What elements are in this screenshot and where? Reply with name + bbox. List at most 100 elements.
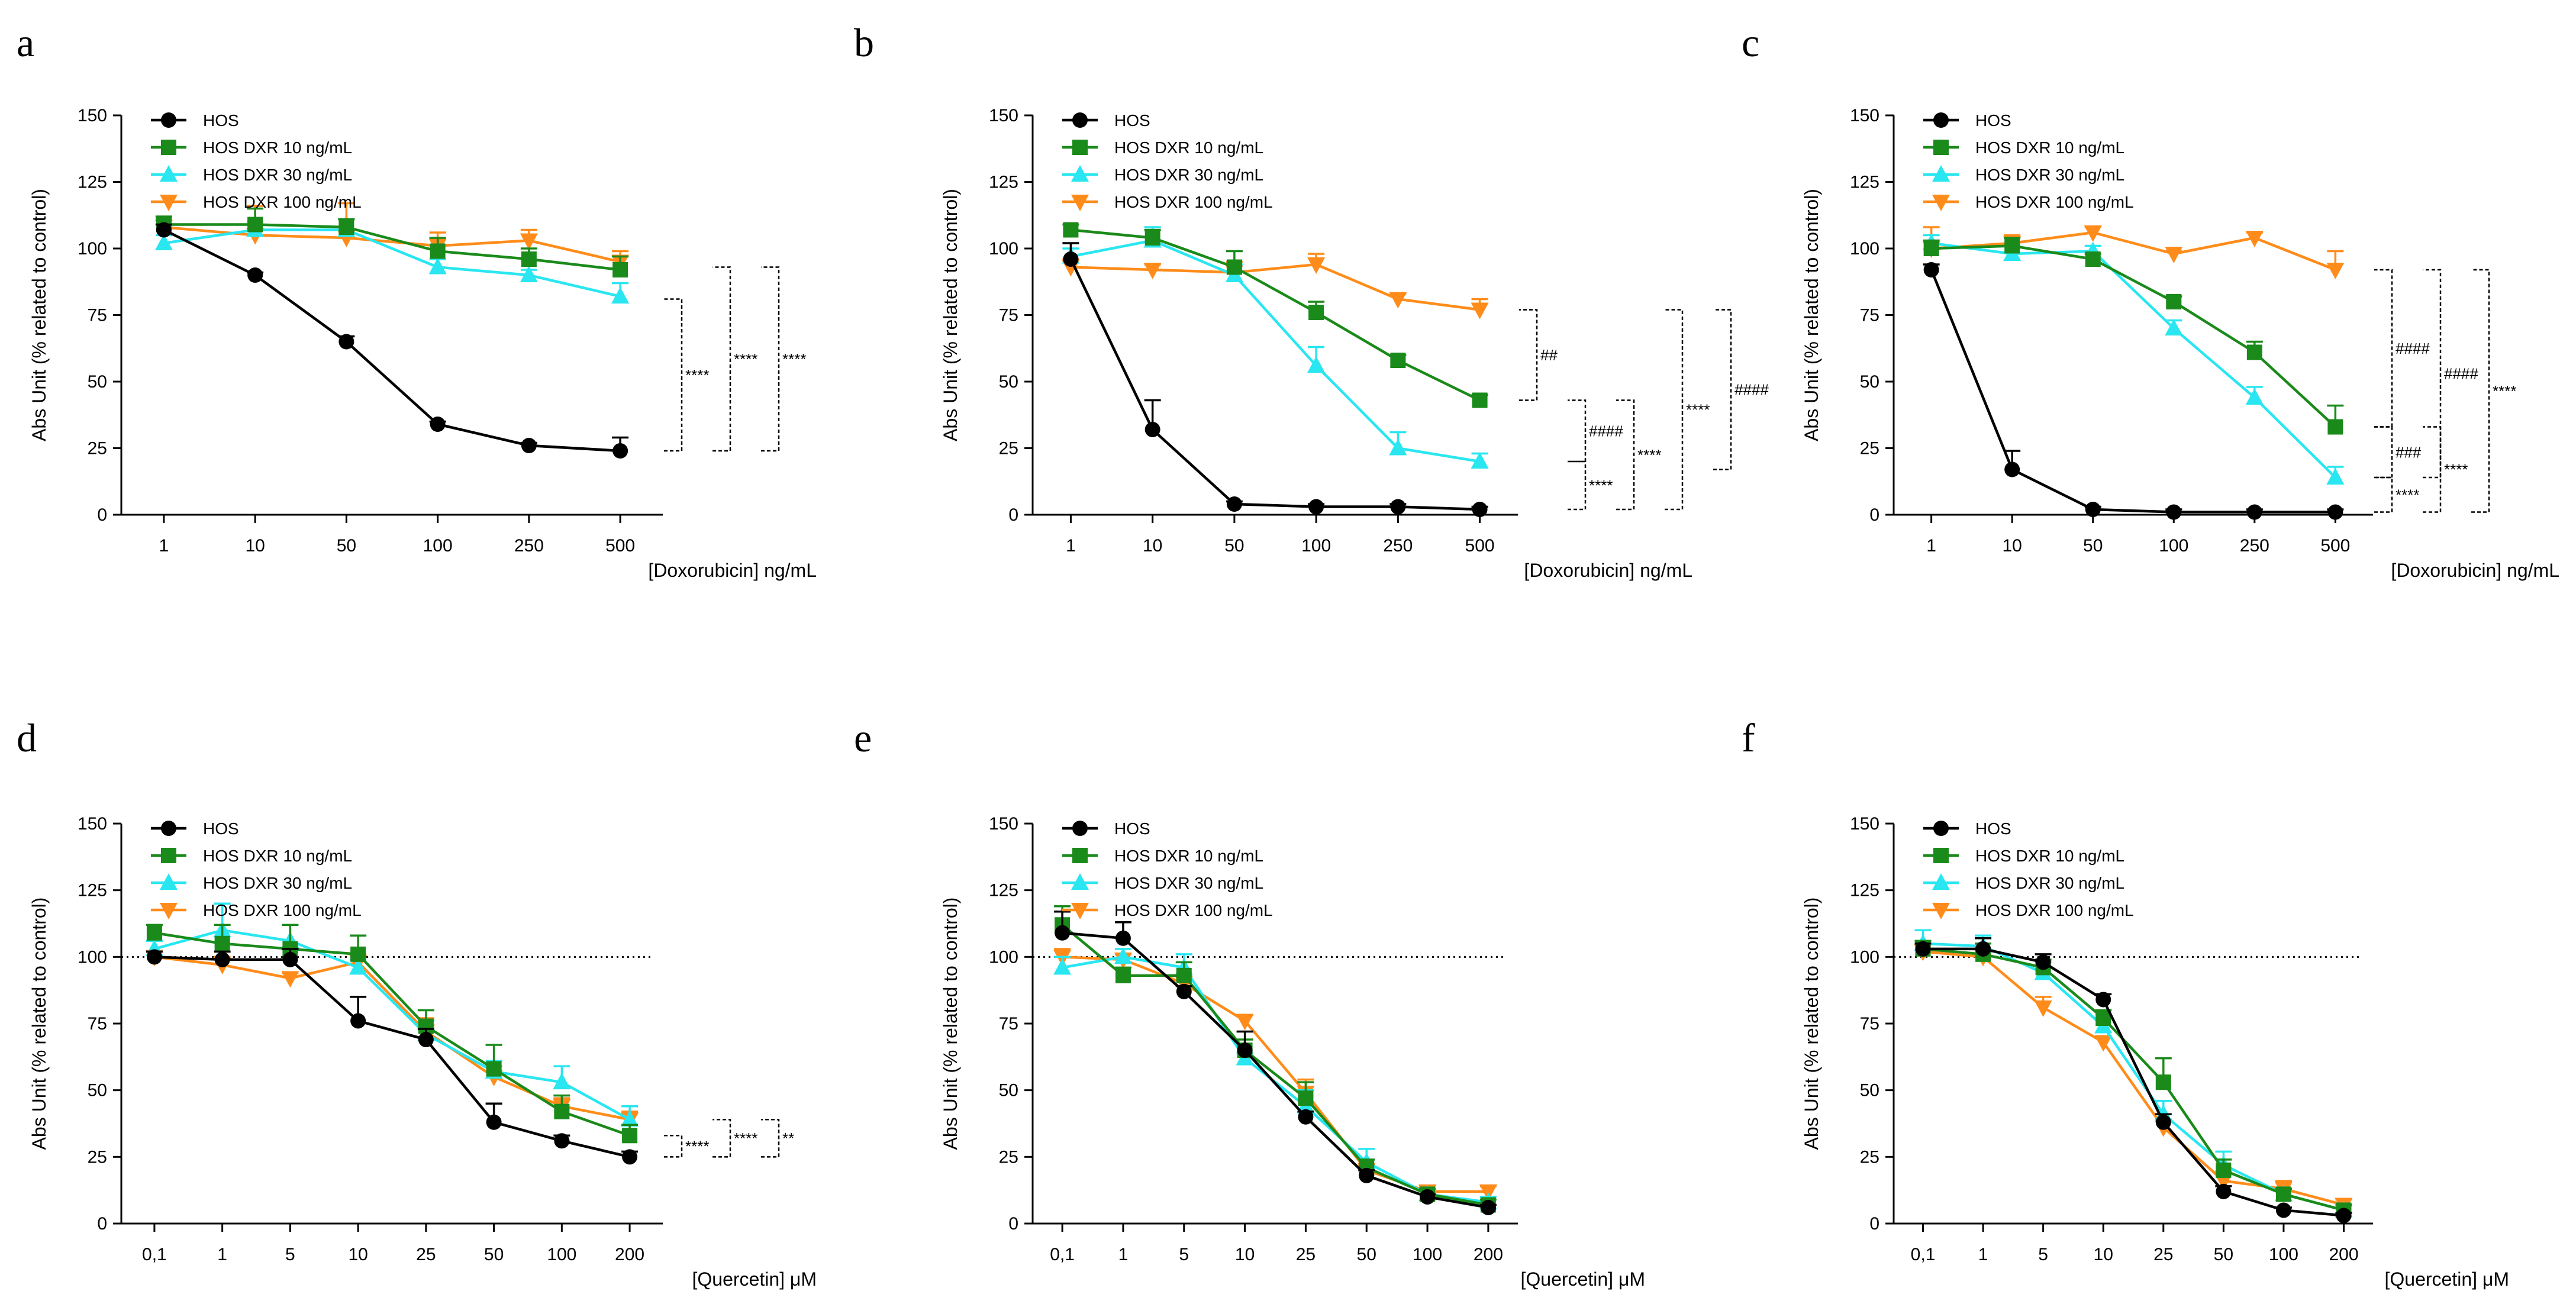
y-tick-label: 100 xyxy=(1850,239,1879,259)
data-point-hos-dxr-30-ng-ml xyxy=(611,287,630,304)
legend-marker-hos-dxr-100-ng-ml xyxy=(1071,903,1089,919)
data-point-hos xyxy=(1226,496,1242,512)
legend-marker-hos-dxr-30-ng-ml xyxy=(160,873,178,890)
data-point-hos-dxr-100-ng-ml xyxy=(1307,257,1326,274)
legend-label: HOS DXR 30 ng/mL xyxy=(203,874,352,892)
x-tick-label: 250 xyxy=(2240,536,2269,556)
series-line-hos-dxr-10-ng-ml xyxy=(1931,244,2336,428)
significance-label: **** xyxy=(685,1137,709,1155)
legend-label: HOS DXR 100 ng/mL xyxy=(1975,193,2134,211)
data-point-hos-dxr-100-ng-ml xyxy=(1471,302,1489,319)
legend-marker-hos xyxy=(1933,821,1949,836)
x-tick-label: 100 xyxy=(547,1245,576,1264)
legend-label: HOS xyxy=(1975,111,2011,130)
data-point-hos-dxr-30-ng-ml xyxy=(2165,319,2183,335)
x-tick-label: 50 xyxy=(2214,1245,2233,1264)
y-tick-label: 100 xyxy=(989,947,1018,967)
data-point-hos xyxy=(2166,504,2182,520)
y-tick-label: 150 xyxy=(989,106,1018,125)
y-tick-label: 150 xyxy=(78,106,107,125)
data-point-hos-dxr-30-ng-ml xyxy=(1053,958,1072,975)
legend-marker-hos-dxr-10-ng-ml xyxy=(1933,848,1949,863)
series-line-hos xyxy=(1923,947,2344,1217)
series-hos xyxy=(1062,242,1488,517)
x-axis-title: [Quercetin] μM xyxy=(1521,1269,1646,1290)
data-point-hos-dxr-30-ng-ml xyxy=(349,958,367,975)
significance-bracket: **** xyxy=(1616,399,1661,511)
series-hos-dxr-100-ng-ml xyxy=(1922,225,2345,279)
x-tick-label: 10 xyxy=(2094,1245,2113,1264)
data-point-hos xyxy=(1237,1042,1253,1058)
x-tick-label: 5 xyxy=(1179,1245,1189,1264)
x-tick-label: 0,1 xyxy=(1911,1245,1936,1264)
data-point-hos xyxy=(1359,1167,1375,1183)
y-axis-title: Abs Unit (% related to control) xyxy=(28,189,50,441)
significance-label: #### xyxy=(1734,381,1769,399)
significance-bracket: ## xyxy=(1519,309,1558,401)
data-point-hos-dxr-10-ng-ml xyxy=(430,243,446,259)
x-tick-label: 250 xyxy=(514,536,544,556)
data-point-hos-dxr-10-ng-ml xyxy=(612,262,628,277)
series-line-hos-dxr-10-ng-ml xyxy=(163,223,621,272)
data-point-hos-dxr-10-ng-ml xyxy=(247,217,263,233)
significance-bracket-line xyxy=(2374,426,2393,479)
significance-bracket-line xyxy=(2374,269,2393,428)
legend: HOS HOS DXR 10 ng/mL HOS DXR 30 ng/mL HOS D… xyxy=(1923,111,2134,211)
series-line-hos-dxr-100-ng-ml xyxy=(154,956,630,1121)
significance-bracket: ** xyxy=(761,1118,794,1158)
x-tick-label: 25 xyxy=(1296,1245,1316,1264)
legend-marker-hos-dxr-10-ng-ml xyxy=(161,848,176,863)
data-point-hos-dxr-30-ng-ml xyxy=(428,257,447,275)
data-point-hos-dxr-10-ng-ml xyxy=(146,925,162,941)
y-tick-label: 50 xyxy=(999,1081,1018,1100)
panel-b: b 0 25 50 75 100 125 150 1 10 50 100 250 500 Abs Unit … xyxy=(854,20,1769,581)
data-point-hos-dxr-100-ng-ml xyxy=(2326,263,2345,279)
significance-label: **** xyxy=(1637,446,1661,464)
data-point-hos xyxy=(486,1114,502,1130)
data-point-hos xyxy=(2155,1114,2171,1130)
x-tick-label: 200 xyxy=(615,1245,644,1264)
data-point-hos xyxy=(2327,504,2343,520)
significance-bracket-line xyxy=(1568,460,1587,511)
y-tick-label: 50 xyxy=(1860,372,1879,392)
data-point-hos-dxr-100-ng-ml xyxy=(1479,1184,1497,1201)
significance-bracket-line xyxy=(1616,399,1635,511)
data-point-hos xyxy=(1176,983,1192,999)
series-line-hos xyxy=(1062,931,1489,1209)
y-tick-label: 0 xyxy=(97,505,107,525)
legend-label: HOS xyxy=(1114,819,1150,838)
y-tick-label: 0 xyxy=(1869,1214,1879,1234)
data-point-hos-dxr-10-ng-ml xyxy=(1115,967,1131,983)
data-point-hos xyxy=(338,334,354,350)
significance-label: **** xyxy=(2396,486,2419,503)
y-tick-label: 75 xyxy=(999,1014,1018,1034)
significance-label: ** xyxy=(782,1129,794,1147)
significance-label: **** xyxy=(734,1129,757,1147)
legend-marker-hos-dxr-30-ng-ml xyxy=(160,165,178,182)
x-tick-label: 100 xyxy=(423,536,453,556)
series-line-hos-dxr-30-ng-ml xyxy=(154,928,631,1121)
x-tick-label: 1 xyxy=(1066,536,1076,556)
x-tick-label: 500 xyxy=(605,536,635,556)
legend-marker-hos-dxr-10-ng-ml xyxy=(1933,140,1949,155)
panel-c: c 0 25 50 75 100 125 150 1 10 50 100 250 500 Abs Unit … xyxy=(1742,20,2559,581)
y-axis-title: Abs Unit (% related to control) xyxy=(940,898,961,1150)
significance-bracket: #### xyxy=(1713,309,1769,470)
significance-bracket: **** xyxy=(712,266,757,452)
series-line-hos-dxr-30-ng-ml xyxy=(163,228,621,298)
data-point-hos-dxr-30-ng-ml xyxy=(1471,452,1489,469)
data-point-hos-dxr-10-ng-ml xyxy=(338,220,354,235)
legend-label: HOS DXR 30 ng/mL xyxy=(1975,874,2124,892)
data-point-hos xyxy=(1480,1199,1496,1215)
legend-label: HOS DXR 10 ng/mL xyxy=(1114,138,1263,157)
significance-label: **** xyxy=(1589,477,1613,495)
y-tick-label: 25 xyxy=(999,1147,1018,1167)
data-point-hos-dxr-30-ng-ml xyxy=(154,234,173,250)
y-tick-label: 25 xyxy=(88,439,107,459)
series-line-hos xyxy=(154,956,630,1158)
significance-label: #### xyxy=(2444,365,2478,383)
series-line-hos-dxr-10-ng-ml xyxy=(154,931,630,1137)
significance-label: ### xyxy=(2396,443,2422,461)
series-hos-dxr-10-ng-ml xyxy=(1914,940,2352,1218)
legend-label: HOS DXR 100 ng/mL xyxy=(203,193,362,211)
